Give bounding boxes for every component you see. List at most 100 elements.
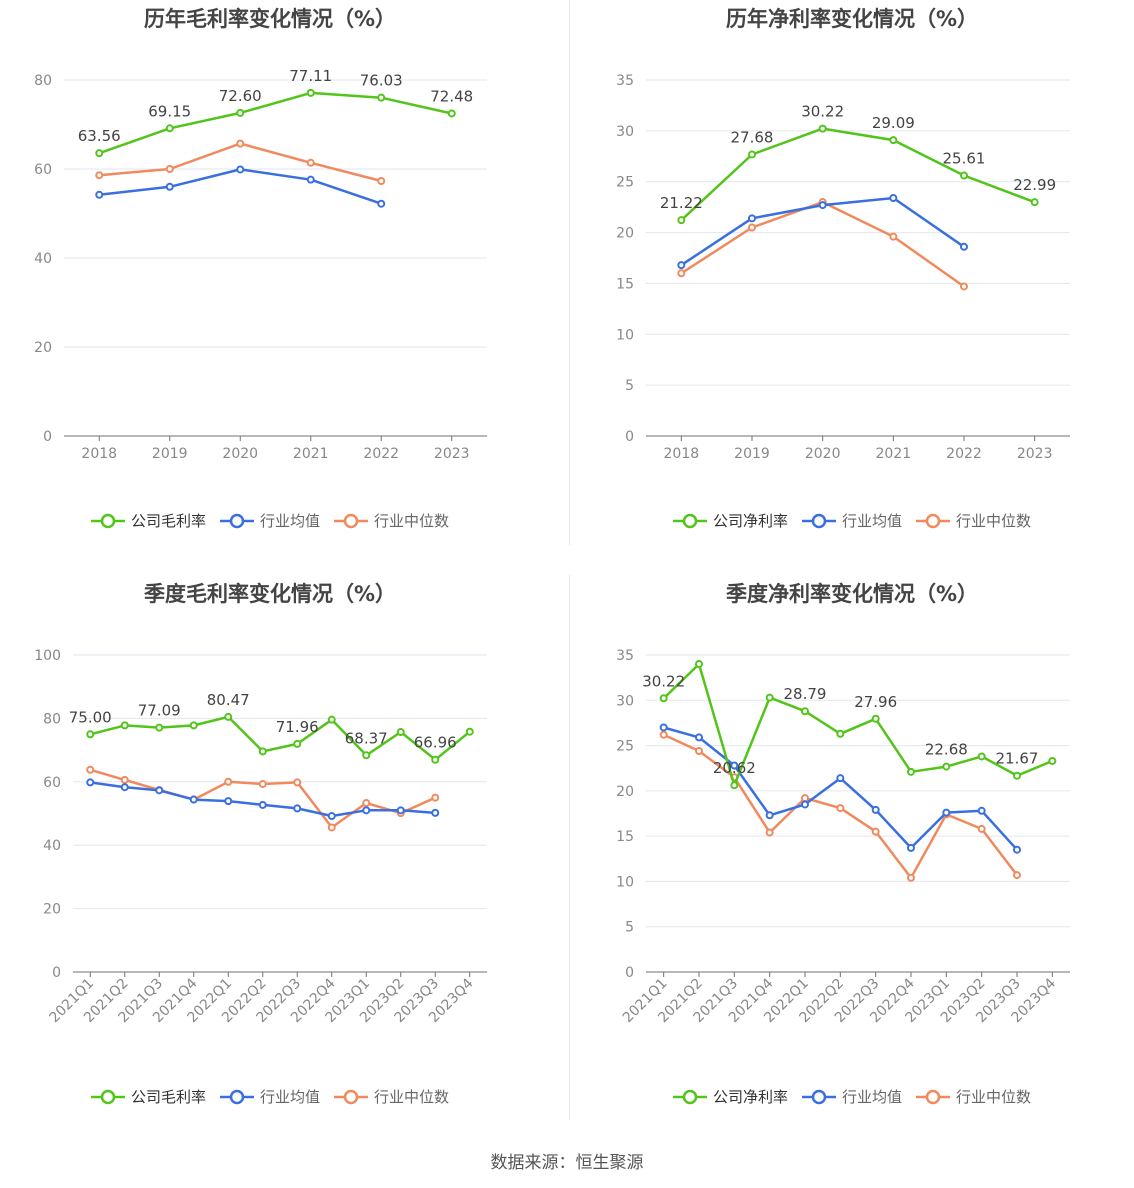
data-label: 22.68 <box>925 741 968 759</box>
data-label: 72.48 <box>430 87 473 105</box>
data-point-company <box>86 730 95 739</box>
data-point-average <box>306 175 315 184</box>
data-point-company <box>377 93 386 102</box>
data-point-average <box>120 783 129 792</box>
data-point-median <box>120 775 129 784</box>
y-tick-label: 10 <box>616 874 634 890</box>
data-point-average <box>871 805 880 814</box>
data-point-company <box>1048 756 1057 765</box>
data-label: 27.68 <box>731 128 774 146</box>
data-point-average <box>677 261 686 270</box>
data-point-median <box>889 232 898 241</box>
legend-label: 行业均值 <box>260 1088 320 1106</box>
data-point-median <box>327 823 336 832</box>
data-point-company <box>95 149 104 158</box>
data-point-company <box>396 728 405 737</box>
data-point-median <box>801 794 809 803</box>
y-tick-label: 60 <box>43 775 61 791</box>
y-tick-label: 15 <box>616 276 634 292</box>
legend-label: 公司毛利率 <box>131 512 206 530</box>
data-point-median <box>236 139 245 148</box>
legend-marker <box>343 513 359 529</box>
annual-gross-margin-chart: 历年毛利率变化情况（%） 0 20 40 60 80 2018 2019 2020 2021 202… <box>0 0 569 545</box>
data-label: 80.47 <box>207 691 250 709</box>
y-tick-label: 25 <box>616 739 634 755</box>
chart-svg: 历年毛利率变化情况（%） 0 20 40 60 80 2018 2019 2020 2021 202… <box>34 7 487 530</box>
data-point-average <box>889 193 898 202</box>
y-tick-label: 25 <box>616 175 634 191</box>
data-point-median <box>765 828 774 837</box>
data-point-median <box>907 873 915 882</box>
y-tick-label: 80 <box>43 711 61 727</box>
data-label: 22.99 <box>1013 176 1056 194</box>
data-point-company <box>327 715 336 724</box>
legend-marker <box>811 1089 827 1105</box>
series-line-company <box>98 91 453 155</box>
data-point-median <box>871 827 880 836</box>
x-tick-label: 2021 <box>876 446 912 462</box>
y-tick-label: 5 <box>625 920 634 936</box>
data-point-average <box>431 808 440 817</box>
data-point-company <box>224 712 233 721</box>
data-point-company <box>155 723 164 732</box>
data-label: 25.61 <box>943 150 986 168</box>
legend-marker <box>682 513 698 529</box>
data-label: 71.96 <box>276 718 319 736</box>
y-tick-label: 20 <box>43 902 61 918</box>
data-point-average <box>258 800 267 809</box>
y-tick-label: 0 <box>625 429 634 445</box>
data-point-average <box>224 797 233 806</box>
legend-item: 行业中位数 <box>334 512 449 530</box>
annual-net-margin-chart: 历年净利率变化情况（%） 0 5 10 15 20 25 30 35 2018 2019 2020 20… <box>569 0 1134 545</box>
y-tick-label: 60 <box>34 162 52 178</box>
legend-marker <box>229 1089 245 1105</box>
data-point-median <box>377 177 386 186</box>
data-point-average <box>327 812 336 821</box>
data-point-company <box>695 660 703 669</box>
data-point-average <box>765 811 774 820</box>
data-label: 21.22 <box>660 194 703 212</box>
legend-item: 行业均值 <box>802 512 902 530</box>
data-label: 76.03 <box>360 72 403 90</box>
x-tick-label: 2018 <box>81 446 117 462</box>
data-label: 63.56 <box>78 127 121 145</box>
data-label: 66.96 <box>414 734 457 752</box>
data-point-company <box>293 739 302 748</box>
chart-svg: 季度净利率变化情况（%）051015202530352021Q12021Q220… <box>616 582 1070 1106</box>
legend-label: 行业中位数 <box>374 512 449 530</box>
data-point-company <box>871 714 880 723</box>
data-point-company <box>765 693 774 702</box>
data-point-median <box>960 282 968 291</box>
x-tick-label: 2023 <box>434 446 470 462</box>
legend-item: 行业均值 <box>802 1088 902 1106</box>
y-tick-label: 0 <box>52 965 61 981</box>
data-point-average <box>1013 845 1021 854</box>
legend-marker <box>682 1089 698 1105</box>
data-point-average <box>942 808 951 817</box>
y-tick-label: 100 <box>34 648 61 664</box>
data-label: 72.60 <box>219 87 262 105</box>
data-point-average <box>362 806 371 815</box>
series-line-company <box>662 662 1053 787</box>
data-label: 68.37 <box>345 729 388 747</box>
y-tick-label: 0 <box>625 965 634 981</box>
data-point-company <box>836 729 845 738</box>
data-point-average <box>189 795 198 804</box>
legend-marker <box>343 1089 359 1105</box>
data-point-average <box>155 786 164 795</box>
data-point-company <box>465 727 474 736</box>
data-label: 30.22 <box>801 103 844 121</box>
legend-label: 公司净利率 <box>713 512 788 530</box>
data-point-average <box>377 199 386 208</box>
legend-marker <box>811 513 827 529</box>
data-point-median <box>258 780 267 789</box>
data-point-company <box>189 721 198 730</box>
data-point-company <box>447 109 456 118</box>
data-point-median <box>1013 871 1021 880</box>
data-point-median <box>695 747 703 756</box>
panel-divider-top <box>569 0 570 545</box>
data-point-company <box>120 721 129 730</box>
y-tick-label: 15 <box>616 829 634 845</box>
data-point-median <box>748 223 756 232</box>
data-point-median <box>836 804 845 813</box>
